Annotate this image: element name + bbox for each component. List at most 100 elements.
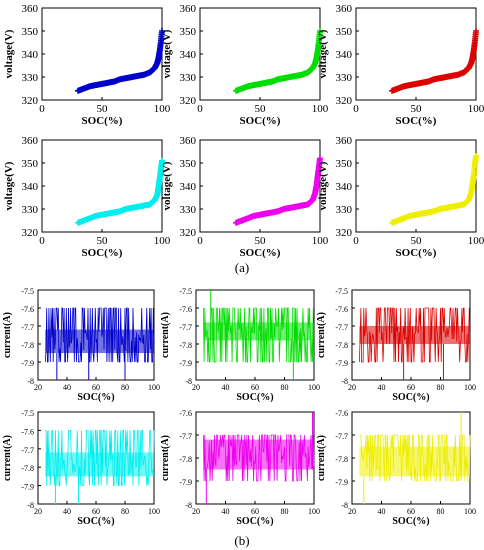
y-tick-label: 340 (22, 49, 39, 61)
data-point (473, 28, 479, 34)
chart-3: 320 330 340 350 360 0 50 100 SOC(%) voltage(V) (317, 3, 484, 127)
x-tick-label: 100 (464, 507, 476, 516)
x-tick-label: 80 (121, 383, 129, 392)
x-tick-label: 50 (411, 103, 423, 115)
x-axis-label: SOC(%) (240, 247, 281, 259)
x-tick-label: 60 (92, 383, 100, 392)
x-axis-label: SOC(%) (82, 247, 123, 259)
x-tick-label: 100 (312, 103, 329, 115)
x-tick-label: 50 (97, 235, 109, 247)
data-band (203, 439, 314, 470)
x-tick-label: 60 (251, 383, 259, 392)
y-tick-label: -7.8 (179, 455, 192, 464)
x-tick-label: 80 (437, 507, 445, 516)
x-tick-label: 50 (255, 103, 267, 115)
y-axis-label: voltage(V) (161, 29, 173, 78)
plot-frame (199, 139, 321, 233)
y-tick-label: -7.8 (335, 341, 348, 350)
y-tick-label: 340 (180, 49, 197, 61)
y-tick-label: -7.8 (179, 341, 192, 350)
y-tick-label: -8 (185, 377, 192, 386)
y-tick-label: -7.6 (179, 305, 192, 314)
x-tick-label: 0 (197, 235, 203, 247)
x-tick-label: 0 (353, 103, 359, 115)
chart-10: -7.5 -7.6 -7.7 -7.8 -7.9 -820 40 60 80 100 SOC(%) c… (2, 409, 160, 527)
panel-label-a: (a) (235, 260, 249, 275)
x-tick-label: 80 (281, 507, 289, 516)
x-tick-label: 100 (154, 235, 171, 247)
x-axis-label: SOC(%) (396, 247, 437, 259)
x-tick-label: 100 (312, 235, 329, 247)
x-tick-label: 20 (34, 507, 42, 516)
y-axis-label: voltage(V) (317, 29, 329, 78)
plot-frame (41, 139, 163, 233)
x-tick-label: 0 (353, 235, 359, 247)
x-axis-label: SOC(%) (77, 392, 114, 403)
y-tick-label: -7.9 (179, 478, 192, 487)
y-tick-label: -7.9 (335, 359, 348, 368)
y-axis-label: voltage(V) (3, 29, 15, 78)
x-axis-label: SOC(%) (240, 115, 281, 127)
y-tick-label: -7.7 (335, 323, 348, 332)
x-tick-label: 60 (407, 383, 415, 392)
y-tick-label: -8 (185, 501, 192, 510)
data-band (45, 329, 154, 353)
data-point (317, 28, 323, 34)
x-tick-label: 40 (378, 507, 386, 516)
y-tick-label: -7.9 (21, 359, 34, 368)
y-tick-label: -7.7 (179, 323, 192, 332)
y-tick-label: -7.6 (335, 409, 348, 418)
x-axis-label: SOC(%) (392, 516, 429, 527)
x-tick-label: 0 (197, 103, 203, 115)
y-axis-label: current(A) (160, 435, 171, 481)
y-tick-label: 340 (22, 181, 39, 193)
x-tick-label: 20 (34, 383, 42, 392)
y-tick-label: -7.7 (21, 323, 34, 332)
y-tick-label: 340 (336, 49, 353, 61)
chart-6: 320 330 340 350 360 0 50 100 SOC(%) voltage(V) (317, 135, 484, 259)
chart-9: -7.5 -7.6 -7.7 -7.8 -7.9 -820 40 60 80 100 SOC(%) c… (316, 287, 476, 403)
chart-5: 320 330 340 350 360 0 50 100 SOC(%) voltage(V) (161, 135, 329, 259)
y-axis-label: current(A) (316, 435, 327, 481)
y-tick-label: 340 (180, 181, 197, 193)
y-tick-label: 320 (336, 227, 353, 239)
x-tick-label: 50 (97, 103, 109, 115)
x-tick-label: 100 (308, 507, 320, 516)
y-tick-label: -7.7 (179, 432, 192, 441)
y-tick-label: 350 (336, 26, 353, 38)
x-tick-label: 100 (308, 383, 320, 392)
y-axis-label: current(A) (2, 312, 13, 358)
y-tick-label: -7.6 (21, 305, 34, 314)
y-tick-label: 330 (336, 204, 353, 216)
x-tick-label: 100 (154, 103, 171, 115)
y-tick-label: 350 (336, 158, 353, 170)
x-tick-label: 40 (378, 383, 386, 392)
x-tick-label: 100 (148, 507, 160, 516)
data-band (359, 326, 470, 344)
y-tick-label: 320 (180, 95, 197, 107)
y-tick-label: 330 (22, 72, 39, 84)
y-tick-label: -7.6 (179, 409, 192, 418)
y-tick-label: 350 (180, 26, 197, 38)
y-tick-label: -7.8 (21, 464, 34, 473)
y-axis-label: current(A) (160, 312, 171, 358)
data-band (203, 322, 314, 341)
y-axis-label: voltage(V) (161, 161, 173, 210)
data-trace (359, 434, 471, 482)
x-tick-label: 50 (255, 235, 267, 247)
x-tick-label: 80 (121, 507, 129, 516)
y-tick-label: 360 (180, 135, 197, 147)
y-tick-label: -7.7 (21, 446, 34, 455)
data-point (473, 153, 479, 160)
x-tick-label: 0 (39, 235, 45, 247)
plot-frame (355, 139, 477, 233)
data-band (45, 452, 154, 477)
x-axis-label: SOC(%) (392, 392, 429, 403)
y-tick-label: -8 (341, 501, 348, 510)
y-tick-label: -8 (27, 501, 34, 510)
x-tick-label: 50 (411, 235, 423, 247)
y-tick-label: -7.9 (335, 478, 348, 487)
chart-12: -7.6 -7.7 -7.8 -7.9 -820 40 60 80 100 SOC(%) curre… (316, 409, 476, 527)
x-axis-label: SOC(%) (396, 115, 437, 127)
x-tick-label: 60 (251, 507, 259, 516)
